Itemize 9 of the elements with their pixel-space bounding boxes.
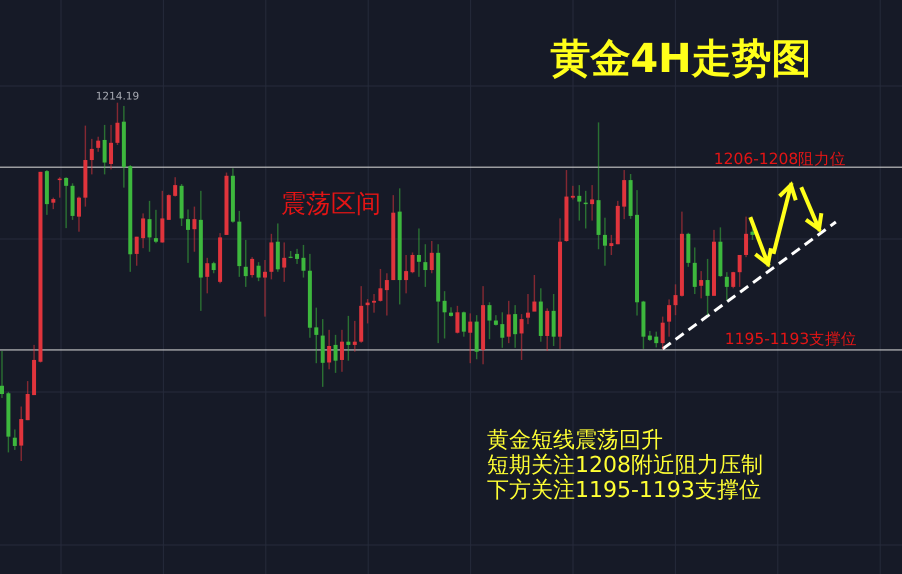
annotation: 黄金短线震荡回升 — [487, 428, 663, 453]
annotation: 短期关注1208附近阻力压制 — [487, 453, 763, 478]
annotation: 1214.19 — [96, 90, 140, 103]
ref-line-label: 1206-1208阻力位 — [714, 150, 846, 168]
text: 下方关注1195-1193支撑位 — [487, 478, 761, 503]
chart-title: 黄金4H走势图 — [550, 36, 812, 82]
candlestick — [288, 250, 293, 259]
ref-line-label: 1195-1193支撑位 — [724, 330, 858, 348]
annotation: 震荡区间 — [281, 189, 381, 218]
